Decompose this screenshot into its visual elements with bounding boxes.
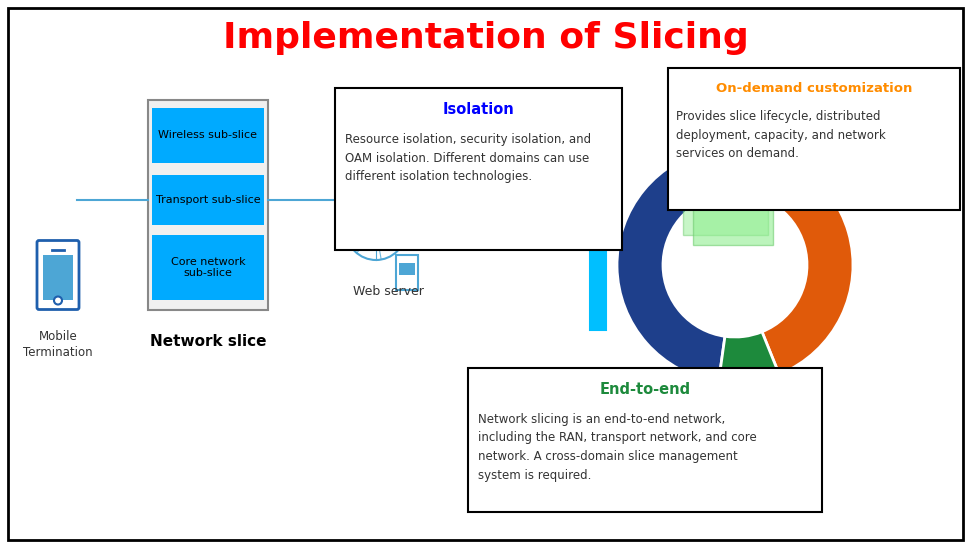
Polygon shape bbox=[584, 195, 612, 220]
Text: On-demand customization: On-demand customization bbox=[716, 82, 912, 94]
FancyBboxPatch shape bbox=[335, 88, 622, 250]
Polygon shape bbox=[736, 380, 764, 405]
Circle shape bbox=[663, 193, 807, 337]
Wedge shape bbox=[715, 147, 853, 374]
Wedge shape bbox=[617, 149, 725, 382]
Text: Wireless sub-slice: Wireless sub-slice bbox=[158, 130, 257, 140]
FancyBboxPatch shape bbox=[399, 263, 415, 275]
FancyBboxPatch shape bbox=[396, 255, 418, 290]
FancyBboxPatch shape bbox=[693, 180, 773, 245]
Circle shape bbox=[54, 296, 62, 305]
FancyBboxPatch shape bbox=[742, 360, 758, 380]
FancyBboxPatch shape bbox=[152, 175, 264, 225]
Text: Resource isolation, security isolation, and
OAM isolation. Different domains can: Resource isolation, security isolation, … bbox=[345, 133, 591, 183]
Text: Isolation: Isolation bbox=[443, 102, 515, 117]
FancyBboxPatch shape bbox=[152, 108, 264, 163]
Text: Mobile
Termination: Mobile Termination bbox=[23, 329, 93, 358]
FancyBboxPatch shape bbox=[148, 100, 268, 310]
Wedge shape bbox=[719, 332, 779, 383]
FancyBboxPatch shape bbox=[782, 153, 798, 205]
FancyBboxPatch shape bbox=[590, 220, 606, 330]
Text: End-to-end: End-to-end bbox=[599, 383, 690, 397]
FancyBboxPatch shape bbox=[668, 68, 960, 210]
Text: Transport sub-slice: Transport sub-slice bbox=[155, 195, 260, 205]
Polygon shape bbox=[776, 128, 804, 153]
Text: Network slicing is an end-to-end network,
including the RAN, transport network, : Network slicing is an end-to-end network… bbox=[478, 413, 756, 482]
Text: Web server: Web server bbox=[352, 285, 423, 298]
FancyBboxPatch shape bbox=[683, 165, 768, 235]
FancyBboxPatch shape bbox=[468, 368, 822, 512]
FancyBboxPatch shape bbox=[43, 254, 73, 300]
Text: Provides slice lifecycle, distributed
deployment, capacity, and network
services: Provides slice lifecycle, distributed de… bbox=[676, 110, 886, 160]
Text: Implementation of Slicing: Implementation of Slicing bbox=[222, 21, 749, 55]
Text: Network slice: Network slice bbox=[150, 334, 266, 350]
Circle shape bbox=[346, 200, 406, 260]
Text: Core network
sub-slice: Core network sub-slice bbox=[171, 256, 246, 278]
FancyBboxPatch shape bbox=[37, 241, 79, 310]
FancyBboxPatch shape bbox=[152, 235, 264, 300]
